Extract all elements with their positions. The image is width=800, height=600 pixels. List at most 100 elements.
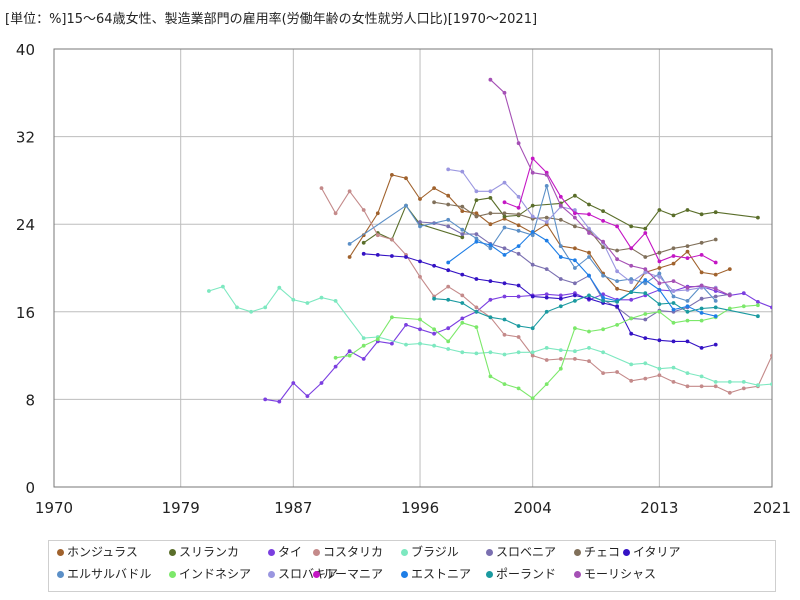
data-point [587,202,591,207]
series-line [349,174,730,293]
data-point [671,294,676,299]
axes: 0 8 16 24 32 40 1970 1979 1987 1996 2004 2013 2021 [16,41,791,517]
data-point [558,304,563,309]
data-point [375,233,380,238]
legend-item: インドネシア [169,567,251,581]
data-point [685,249,690,254]
data-point [770,353,772,358]
data-point [460,227,465,232]
data-point [418,259,422,264]
data-point [488,196,493,200]
data-point [404,342,408,347]
legend: ホンジュラス スリランカ タイ コスタリカ ブラジル スロベニア チェコ イタリア エルサルバド… [48,540,776,592]
legend-item: チェコ [574,545,620,559]
series-ポーランド [432,290,760,331]
data-point [601,273,605,278]
series-line [448,168,716,292]
data-point [699,346,704,350]
data-point [573,208,577,212]
data-point [432,200,436,205]
data-point [516,212,521,217]
legend-marker [623,549,630,556]
data-point [587,296,591,301]
data-point [587,255,591,259]
data-point [643,376,648,381]
data-point [516,244,521,249]
data-point [601,245,605,250]
data-point [587,273,591,278]
data-point [615,269,619,274]
legend-item: エストニア [401,567,471,581]
data-point [530,353,535,358]
data-point [446,167,451,172]
data-point [558,244,563,249]
data-point [305,301,310,305]
data-point [460,301,465,305]
data-point [516,205,521,210]
data-point [516,324,521,328]
series-line [490,79,731,296]
data-point [657,288,662,292]
series-モーリシャス [488,77,732,298]
data-point [685,244,690,249]
data-point [699,374,704,379]
data-point [657,259,662,264]
data-point [502,211,507,216]
data-point [530,233,535,238]
data-point [685,304,690,309]
series-line [504,157,716,263]
data-point [615,279,619,283]
data-point [573,266,577,270]
legend-label: ポーランド [496,567,557,581]
data-point [573,281,577,286]
data-point [671,261,676,266]
data-point [488,246,493,251]
data-point [713,237,718,242]
data-point [657,208,662,212]
data-point [460,350,465,355]
data-point [685,299,690,303]
data-point [643,361,648,366]
data-point [713,342,718,347]
x-tick-label: 1987 [274,499,312,517]
data-point [474,239,479,244]
data-point [502,253,507,257]
data-point [319,295,324,300]
series-line [335,304,758,400]
data-point [643,255,648,259]
series-line [265,286,772,403]
data-point [671,279,676,283]
data-point [207,289,211,293]
data-point [488,222,493,227]
data-point [629,331,634,336]
data-point [249,309,254,314]
legend-marker [313,571,320,578]
legend-label: スロベニア [496,545,557,559]
legend-item: エルサルバドル [57,567,151,581]
data-point [713,384,718,389]
data-point [516,141,521,146]
legend-marker [401,549,408,556]
data-point [643,231,648,235]
data-point [713,380,718,384]
data-point [657,274,662,279]
data-point [629,280,634,285]
data-point [432,263,436,268]
y-tick-label: 16 [16,304,35,322]
data-point [756,314,760,319]
data-point [573,193,577,198]
data-point [699,270,704,275]
data-point [432,296,436,301]
legend-item: コスタリカ [313,545,383,559]
legend-label: エストニア [411,567,472,581]
data-point [404,203,408,208]
data-point [601,371,605,375]
data-point [713,210,718,215]
data-point [474,309,479,314]
data-point [474,211,479,216]
data-point [741,304,746,309]
x-tick-label: 2013 [640,499,678,517]
data-point [502,281,507,286]
data-point [544,220,549,224]
data-point [699,253,704,257]
